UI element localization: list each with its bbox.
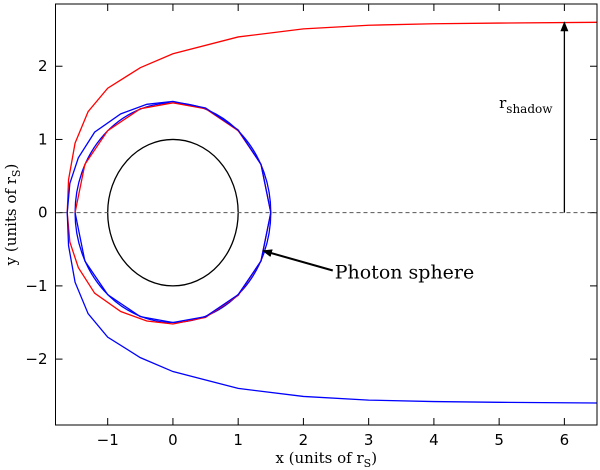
y-axis-label-part: ) [2, 164, 20, 170]
x-tick-label: −1 [97, 431, 119, 449]
y-tick-label: 0 [38, 204, 48, 222]
y-tick-label: 1 [38, 130, 48, 148]
y-axis-label: y (units of rS) [2, 164, 23, 267]
plot-area [55, 21, 597, 404]
x-axis-label-part: x (units of r [275, 449, 364, 467]
photon-label: Photon sphere [335, 262, 475, 284]
y-tick-label: 2 [38, 57, 48, 75]
x-axis-label-sub: S [364, 457, 372, 470]
x-tick-label: 3 [364, 431, 374, 449]
shadow-label-main: r [499, 94, 507, 112]
x-axis-label: x (units of rS) [275, 449, 377, 470]
y-tick-label: −1 [25, 277, 47, 295]
x-tick-label: 0 [168, 431, 178, 449]
curve [66, 21, 597, 325]
x-tick-label: 5 [494, 431, 504, 449]
x-tick-label: 1 [233, 431, 243, 449]
shadow-label: rshadow [499, 94, 553, 116]
x-tick-label: 6 [560, 431, 570, 449]
y-axis-label-part: y (units of r [2, 176, 20, 266]
curve [66, 100, 597, 404]
x-tick-label: 4 [429, 431, 439, 449]
axes-frame [55, 3, 598, 426]
x-axis-label-part: ) [371, 449, 377, 467]
shadow-label-sub: shadow [506, 102, 553, 116]
photon-arrow [262, 249, 334, 272]
x-tick-label: 2 [299, 431, 309, 449]
y-tick-label: −2 [25, 350, 47, 368]
y-axis-label-sub: S [10, 170, 23, 178]
